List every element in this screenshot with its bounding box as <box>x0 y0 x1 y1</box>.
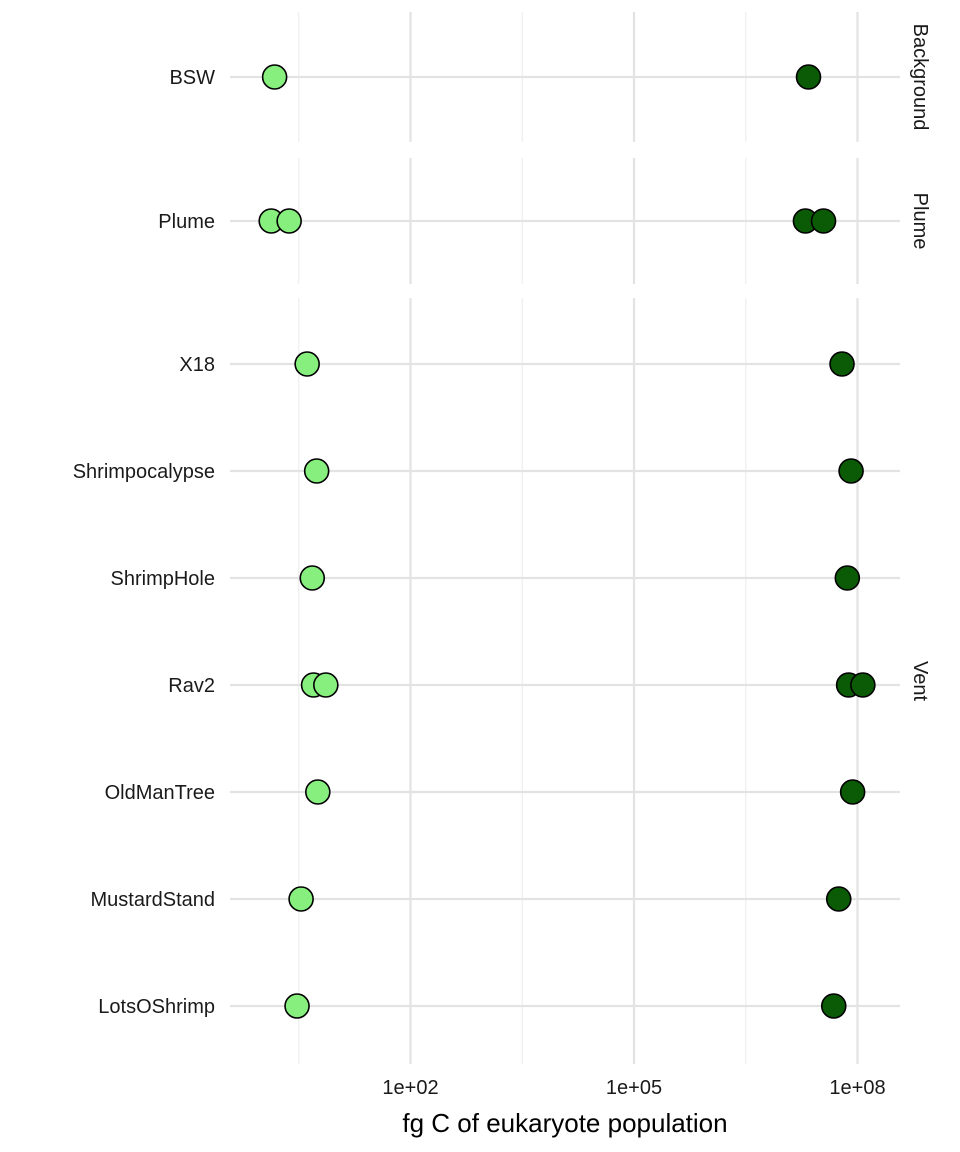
category-label: MustardStand <box>90 889 215 911</box>
category-label: OldManTree <box>105 782 215 804</box>
facet-panel-plume: Plume Plume <box>158 158 931 284</box>
category-label: BSW <box>169 67 215 89</box>
category-label: Shrimpocalypse <box>73 461 215 483</box>
facet-strip-label: Background <box>909 24 931 131</box>
data-point <box>313 672 339 698</box>
data-point <box>834 565 861 591</box>
data-point <box>288 886 314 912</box>
data-point <box>305 779 331 805</box>
data-point <box>303 458 330 484</box>
data-point <box>810 208 837 234</box>
data-point <box>838 458 864 484</box>
data-point <box>850 672 876 698</box>
facet-strip-label: Plume <box>909 193 931 250</box>
data-point <box>795 64 822 90</box>
data-point <box>839 779 866 805</box>
category-label: X18 <box>179 354 215 376</box>
data-point <box>299 565 326 591</box>
facet-panels: BSW Background Plume Plume X18 Shrimpocalypse… <box>73 12 931 1064</box>
x-tick-label: 1e+05 <box>606 1077 662 1099</box>
data-point <box>829 351 855 377</box>
facet-panel-vent: X18 Shrimpocalypse ShrimpHole Rav2 OldManTre… <box>73 298 931 1064</box>
x-axis: 1e+02 1e+05 1e+08 <box>382 1077 885 1099</box>
data-point <box>284 993 310 1019</box>
data-point <box>825 886 852 912</box>
data-point <box>820 993 847 1019</box>
category-label: Plume <box>158 211 215 233</box>
data-point <box>294 351 320 377</box>
category-label: LotsOShrimp <box>98 996 215 1018</box>
x-tick-label: 1e+02 <box>382 1077 438 1099</box>
category-label: Rav2 <box>168 675 215 697</box>
data-point <box>261 64 288 90</box>
facet-strip-label: Vent <box>909 661 931 701</box>
facet-panel-background: BSW Background <box>169 12 931 142</box>
x-tick-label: 1e+08 <box>829 1077 885 1099</box>
category-label: ShrimpHole <box>111 568 215 590</box>
data-point <box>276 208 302 234</box>
x-axis-title: fg C of eukaryote population <box>402 1108 727 1138</box>
